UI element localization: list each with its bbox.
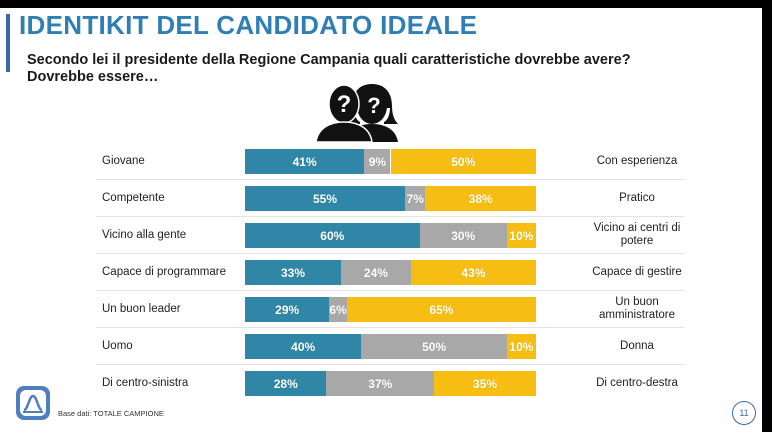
bar-segment-middle: 50%	[361, 334, 507, 359]
row-label-left: Capace di programmare	[102, 266, 227, 278]
row-label-left: Competente	[102, 192, 165, 204]
svg-text:?: ?	[367, 93, 380, 118]
bar-value-label: 65%	[429, 302, 454, 317]
row-label-right: Pratico	[619, 192, 655, 204]
row-divider	[96, 327, 684, 328]
bar-segment-middle: 37%	[326, 371, 435, 396]
row-label-left: Vicino alla gente	[102, 229, 187, 241]
bar-segment-right: 10%	[506, 223, 536, 248]
row-label-right: Un buon amministratore	[598, 296, 676, 321]
bar-segment-left: 29%	[245, 297, 330, 322]
bar-value-label: 9%	[368, 154, 387, 169]
bar-value-label: 37%	[368, 376, 393, 391]
bar-segment-left: 55%	[245, 186, 406, 211]
bar-value-label: 41%	[292, 154, 317, 169]
bar-value-label: 60%	[320, 228, 345, 243]
svg-text:?: ?	[337, 91, 352, 118]
bar-value-label: 40%	[291, 339, 316, 354]
bar-segment-left: 33%	[245, 260, 342, 285]
bar-value-label: 35%	[473, 376, 498, 391]
bar-value-label: 38%	[468, 191, 493, 206]
bar-value-label: 55%	[313, 191, 338, 206]
bar-value-label: 43%	[461, 265, 486, 280]
bar-segment-left: 28%	[245, 371, 327, 396]
row-label-right: Di centro-destra	[596, 377, 678, 389]
bar-value-label: 50%	[451, 154, 476, 169]
row-label-left: Di centro-sinistra	[102, 377, 189, 389]
row-divider	[96, 290, 684, 291]
bar-value-label: 50%	[422, 339, 447, 354]
title-accent-bar	[6, 14, 10, 72]
bar-segment-right: 50%	[390, 149, 536, 174]
row-label-left: Uomo	[102, 340, 133, 352]
row-divider	[96, 179, 684, 180]
bar-segment-right: 10%	[506, 334, 536, 359]
slide-title: IDENTIKIT DEL CANDIDATO IDEALE	[19, 10, 478, 40]
row-divider	[96, 216, 684, 217]
bar-segment-left: 40%	[245, 334, 362, 359]
bar-value-label: 30%	[451, 228, 476, 243]
row-label-right: Capace di gestire	[592, 266, 682, 278]
bar-value-label: 29%	[275, 302, 300, 317]
bar-value-label: 6%	[329, 302, 347, 317]
bar-value-label: 7%	[406, 191, 424, 206]
bar-segment-right: 43%	[410, 260, 536, 285]
two-silhouettes-question-icon: ? ?	[314, 80, 404, 143]
footer-note: Base dati: TOTALE CAMPIONE	[58, 409, 164, 418]
bar-segment-right: 65%	[346, 297, 536, 322]
slide: IDENTIKIT DEL CANDIDATO IDEALE Secondo l…	[0, 8, 762, 432]
bar-value-label: 28%	[273, 376, 298, 391]
bar-value-label: 33%	[280, 265, 306, 280]
row-divider	[96, 253, 684, 254]
slide-subtitle: Secondo lei il presidente della Regione …	[27, 52, 631, 85]
row-divider	[96, 364, 684, 365]
bar-segment-right: 35%	[434, 371, 536, 396]
bar-value-label: 10%	[509, 228, 534, 243]
bar-value-label: 24%	[363, 265, 388, 280]
page-number: 11	[732, 401, 756, 425]
bar-segment-middle: 30%	[419, 223, 507, 248]
bar-segment-middle: 7%	[405, 186, 426, 211]
row-label-right: Donna	[620, 340, 654, 352]
row-label-left: Giovane	[102, 155, 145, 167]
row-label-right: Con esperienza	[596, 155, 678, 167]
logo-icon	[16, 386, 50, 420]
bar-segment-middle: 6%	[329, 297, 347, 322]
bar-segment-right: 38%	[425, 186, 536, 211]
bar-value-label: 10%	[509, 339, 534, 354]
row-label-left: Un buon leader	[102, 303, 181, 315]
bar-segment-middle: 9%	[364, 149, 391, 174]
row-label-right: Vicino ai centri di potere	[593, 222, 681, 247]
bar-segment-left: 41%	[245, 149, 365, 174]
bar-segment-left: 60%	[245, 223, 420, 248]
bar-segment-middle: 24%	[341, 260, 411, 285]
